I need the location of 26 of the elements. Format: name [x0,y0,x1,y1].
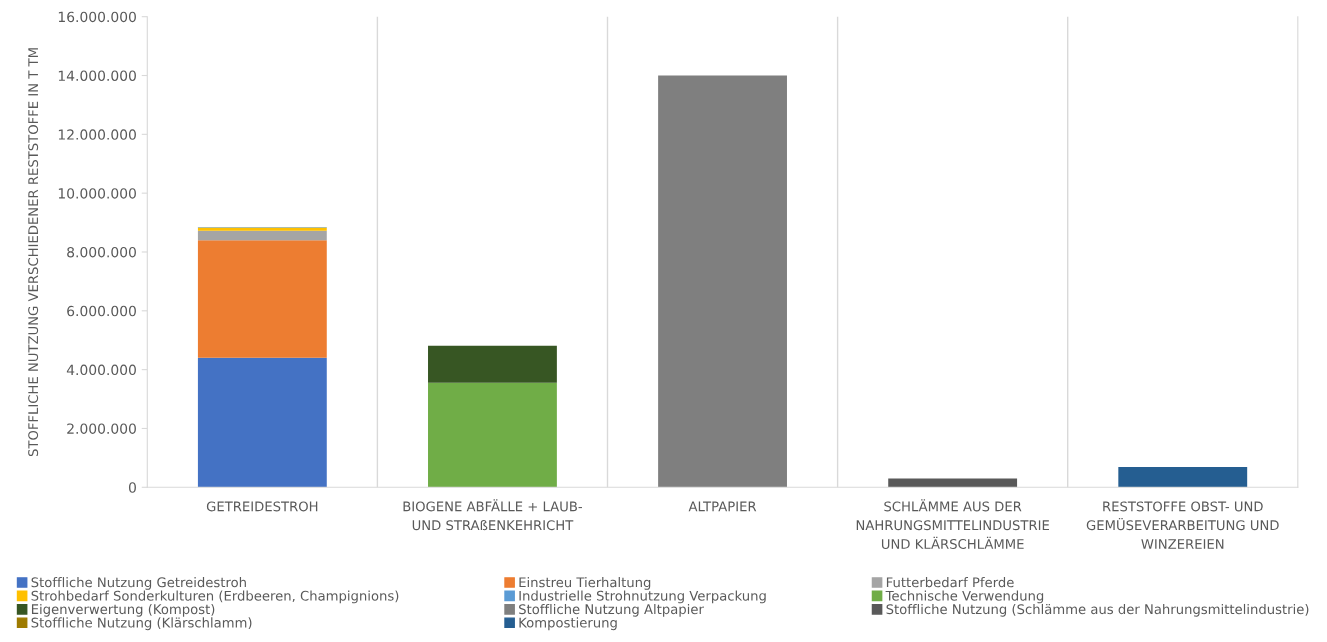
x-tick-label: BIOGENE ABFÄLLE + LAUB- UND STRAßENKEHRICHT [403,499,583,531]
y-tick-label: 4.000.000 [66,364,136,376]
legend-label: Futterbedarf Pferde [886,577,1014,588]
x-tick-label: SCHLÄMME AUS DER NAHRUNGSMITTELINDUSTRIE UND KLÄRSCHLÄMME [856,499,1049,549]
legend-label: Stoffliche Nutzung (Schlämme aus der Nahrungsmittelindustrie) [886,603,1309,617]
legend-label: Stoffliche Nutzung Getreidestroh [31,577,246,590]
legend-label: Technische Verwendung [885,590,1044,604]
y-tick-label: 6.000.000 [67,305,136,317]
x-tick-label: GETREIDESTROH [206,501,318,512]
legend-label: Kompostierung [519,617,617,631]
legend-label: Stoffliche Nutzung Altpapier [519,603,704,617]
y-tick-label: 8.000.000 [67,246,136,258]
y-axis-title: STOFFLICHE NUTZUNG VERSCHIEDENER RESTSTOFFE IN T TM [28,48,39,457]
y-tick-label: 2.000.000 [67,423,136,434]
x-tick-label: RESTSTOFFE OBST- UND GEMÜSEVERARBEITUNG UND WINZEREIEN [1086,501,1279,549]
legend-label: Industrielle Strohnutzung Verpackung [519,590,766,604]
y-tick-label: 12.000.000 [58,129,136,140]
y-tick-label: 14.000.000 [58,70,136,81]
legend-label: Stoffliche Nutzung (Klärschlamm) [31,617,252,631]
y-tick-label: 10.000.000 [58,188,136,199]
y-tick-label: 16.000.000 [58,11,136,23]
legend-label: Einstreu Tierhaltung [519,577,651,590]
x-tick-label: ALTPAPIER [688,501,757,512]
legend-label: Eigenverwertung (Kompost) [31,603,215,617]
y-tick-label: 0 [128,482,136,493]
legend-label: Strohbedarf Sonderkulturen (Erdbeeren, Champignions) [31,590,399,604]
